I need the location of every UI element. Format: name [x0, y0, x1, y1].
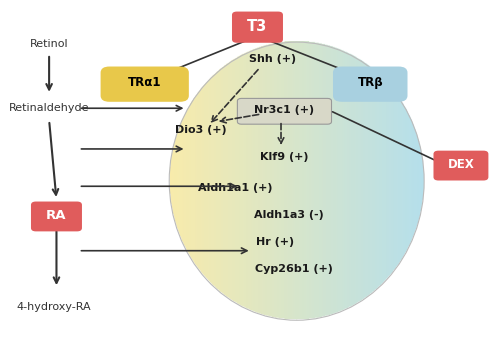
FancyBboxPatch shape	[101, 67, 189, 102]
Text: Cyp26b1 (+): Cyp26b1 (+)	[256, 264, 333, 274]
FancyBboxPatch shape	[232, 12, 283, 43]
FancyBboxPatch shape	[31, 201, 82, 232]
Text: TRα1: TRα1	[128, 76, 161, 89]
Text: Retinaldehyde: Retinaldehyde	[9, 103, 89, 113]
Text: TRβ: TRβ	[357, 76, 383, 89]
Text: Klf9 (+): Klf9 (+)	[260, 153, 308, 162]
Text: Aldh1a1 (+): Aldh1a1 (+)	[198, 183, 273, 193]
Text: Hr (+): Hr (+)	[256, 237, 294, 247]
Text: DEX: DEX	[448, 158, 474, 171]
Text: Dio3 (+): Dio3 (+)	[175, 125, 227, 135]
Text: Shh (+): Shh (+)	[248, 54, 296, 64]
Text: T3: T3	[247, 19, 268, 34]
Text: RA: RA	[46, 209, 67, 222]
Text: 4-hydroxy-RA: 4-hydroxy-RA	[17, 302, 91, 312]
Text: Nr3c1 (+): Nr3c1 (+)	[255, 105, 314, 115]
FancyBboxPatch shape	[433, 150, 488, 181]
FancyBboxPatch shape	[333, 67, 408, 102]
Text: Retinol: Retinol	[30, 39, 69, 49]
FancyBboxPatch shape	[237, 98, 332, 124]
Text: Aldh1a3 (-): Aldh1a3 (-)	[255, 210, 324, 220]
